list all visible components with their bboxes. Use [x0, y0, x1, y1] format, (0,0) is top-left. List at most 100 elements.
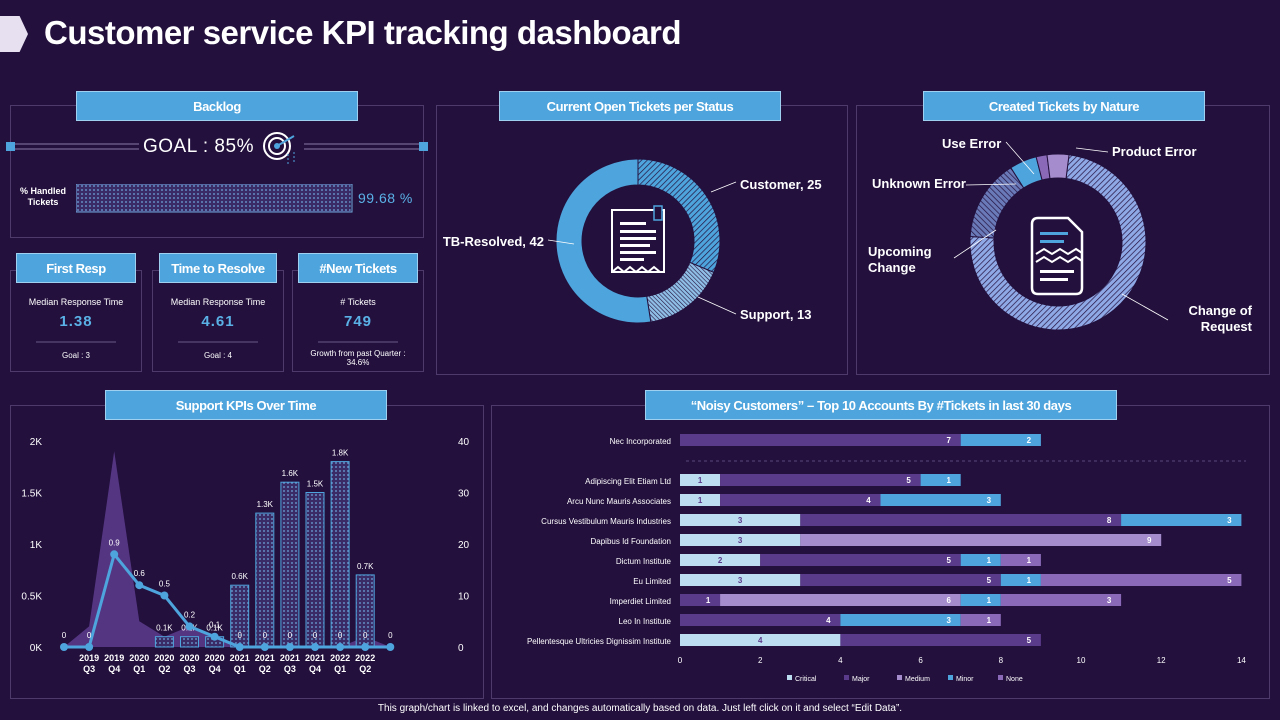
- donut1-label-tbresolved: TB-Resolved, 42: [443, 234, 544, 249]
- kpi-bar-label: 1.5K: [307, 480, 324, 489]
- kpi-line-point: [135, 581, 144, 590]
- receipt-icon: [611, 205, 665, 274]
- kpi-line-label: 0.9: [109, 538, 121, 547]
- kpi-goal-first-resp: Goal : 3: [61, 351, 90, 360]
- noisy-segment-major: [680, 434, 961, 446]
- nature-label-use-error: Use Error: [942, 136, 1001, 151]
- kpi-x-quarter: Q2: [259, 664, 271, 674]
- kpi-line-point: [110, 550, 119, 559]
- kpi-line-point: [285, 643, 294, 651]
- kpi-dividers: [36, 341, 398, 343]
- left-axis-tick: 1K: [30, 540, 43, 551]
- kpi-value-new-tickets: 749: [343, 313, 373, 330]
- kpi-line-point: [60, 643, 68, 651]
- kpi-bar-label: 0.7K: [357, 562, 374, 571]
- legend-label-medium: Medium: [905, 676, 930, 683]
- noisy-row-label: Dictum Institute: [616, 557, 672, 566]
- nature-header: Created Tickets by Nature: [923, 91, 1205, 121]
- kpi-x-quarter: Q1: [133, 664, 145, 674]
- kpi-value-time-to-resolve: 4.61: [201, 313, 235, 330]
- kpi-x-quarter: Q2: [158, 664, 170, 674]
- donut-slice-change-of-request: [969, 154, 1147, 331]
- noisy-segment-critical: [680, 634, 841, 646]
- kpi-x-quarter: Q4: [309, 664, 321, 674]
- kpi-header-new-tickets: #New Tickets: [298, 253, 418, 283]
- kpi-line-point: [361, 643, 370, 651]
- noisy-segment-critical: [680, 494, 721, 506]
- kpi-x-year: 2020: [129, 653, 149, 663]
- left-axis-tick: 0.5K: [21, 592, 42, 603]
- kpi-x-quarter: Q2: [359, 664, 371, 674]
- noisy-x-tick: 10: [1077, 656, 1086, 665]
- kpi-line-label: 0: [237, 631, 242, 640]
- noisy-segment-label: 2: [718, 556, 723, 565]
- kpi-line-label: 0.6: [134, 569, 146, 578]
- noisy-segment-label: 4: [826, 616, 831, 625]
- kpi-bar-label: 1.8K: [332, 449, 349, 458]
- noisy-segment-medium: [720, 594, 961, 606]
- kpi-line-point: [386, 643, 395, 651]
- right-axis-tick: 10: [458, 592, 470, 603]
- kpi-x-year: 2021: [280, 653, 300, 663]
- goal-text: GOAL : 85%: [143, 136, 254, 157]
- noisy-segment-label: 3: [738, 576, 743, 585]
- noisy-segment-label: 3: [1227, 516, 1232, 525]
- noisy-segment-none: [1000, 554, 1041, 566]
- noisy-segment-major: [800, 574, 1001, 586]
- kpi-bar-label: 1.3K: [257, 500, 274, 509]
- left-axis-tick: 1.5K: [21, 489, 42, 500]
- noisy-segment-label: 4: [758, 636, 763, 645]
- kpi-x-quarter: Q3: [183, 664, 195, 674]
- noisy-segment-label: 4: [866, 496, 871, 505]
- kpi-goal-time-to-resolve: Goal : 4: [203, 351, 232, 360]
- noisy-segment-critical: [680, 554, 761, 566]
- noisy-segment-label: 6: [946, 596, 951, 605]
- kpi-bar: [180, 636, 199, 648]
- noisy-segment-label: 5: [906, 476, 911, 485]
- kpi-goal-new-tickets: Growth from past Quarter : 34.6%: [310, 349, 406, 367]
- noisy-segment-none: [960, 614, 1001, 626]
- kpi-x-quarter: Q3: [284, 664, 296, 674]
- nature-label-change-line2: Request: [1201, 319, 1253, 334]
- document-icon: [1030, 216, 1084, 296]
- goal-decoration: [6, 142, 428, 151]
- left-axis-tick: 0K: [30, 643, 43, 654]
- backlog-panel: [10, 105, 424, 238]
- kpi-line-label: 0: [62, 631, 67, 640]
- nature-label-product-error: Product Error: [1112, 144, 1197, 159]
- kpi-line-label: 0.1: [209, 621, 221, 630]
- kpi-bar: [280, 481, 300, 648]
- donut-slice-product-error: [1046, 153, 1070, 180]
- noisy-segment-minor: [920, 474, 961, 486]
- kpi-x-year: 2020: [154, 653, 174, 663]
- kpi-x-year: 2020: [179, 653, 199, 663]
- noisy-segment-label: 3: [946, 616, 951, 625]
- donut-slice-customer: [637, 158, 721, 274]
- noisy-customers-header: “Noisy Customers” – Top 10 Accounts By #…: [645, 390, 1117, 420]
- kpi-bar-label: 0.1K: [156, 624, 173, 633]
- noisy-segment-label: 1: [987, 596, 992, 605]
- kpi-header-time-to-resolve: Time to Resolve: [159, 253, 277, 283]
- kpi-line-point: [235, 643, 244, 651]
- title-accent-tab: [0, 16, 28, 52]
- kpi-line-point: [210, 632, 219, 641]
- noisy-segment-label: 2: [1027, 436, 1032, 445]
- donut-slice-upcoming-change: [969, 167, 1025, 239]
- noisy-segment-critical: [680, 574, 801, 586]
- kpi-line-point: [185, 622, 194, 631]
- noisy-segment-label: 5: [1027, 636, 1032, 645]
- noisy-row-label: Leo In Institute: [619, 617, 672, 626]
- noisy-segment-none: [1000, 594, 1122, 606]
- nature-label-upcoming-line2: Change: [868, 260, 916, 275]
- noisy-row-label: Nec Incorporated: [610, 437, 671, 446]
- noisy-segment-label: 3: [738, 516, 743, 525]
- noisy-segment-label: 1: [946, 476, 951, 485]
- donut-slice-tb-resolved: [555, 158, 652, 324]
- noisy-row-label: Pellentesque Ultricies Dignissim Institu…: [527, 637, 672, 646]
- kpi-x-quarter: Q1: [234, 664, 246, 674]
- kpi-line-point: [336, 643, 345, 651]
- legend-swatch-minor: [948, 675, 953, 680]
- noisy-segment-major: [760, 554, 961, 566]
- kpi-bar: [305, 492, 325, 648]
- noisy-segment-minor: [1121, 514, 1242, 526]
